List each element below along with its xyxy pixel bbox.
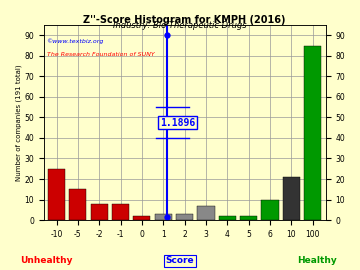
Bar [155, 214, 172, 220]
Text: Industry: Bio Therapeutic Drugs: Industry: Bio Therapeutic Drugs [113, 21, 247, 30]
Text: The Research Foundation of SUNY: The Research Foundation of SUNY [46, 52, 154, 57]
Bar [176, 214, 193, 220]
Text: 1.1896: 1.1896 [160, 117, 195, 127]
Text: Score: Score [166, 256, 194, 265]
Bar [261, 200, 279, 220]
Text: ©www.textbiz.org: ©www.textbiz.org [46, 39, 104, 44]
Bar [91, 204, 108, 220]
Bar [197, 206, 215, 220]
Bar [283, 177, 300, 220]
Bar [112, 204, 129, 220]
Bar [240, 216, 257, 220]
Bar [219, 216, 236, 220]
Bar [304, 46, 321, 220]
Title: Z''-Score Histogram for KMPH (2016): Z''-Score Histogram for KMPH (2016) [84, 15, 286, 25]
Bar [48, 169, 65, 220]
Bar [69, 189, 86, 220]
Y-axis label: Number of companies (191 total): Number of companies (191 total) [15, 64, 22, 181]
Bar [134, 216, 150, 220]
Text: Unhealthy: Unhealthy [21, 256, 73, 265]
Text: Healthy: Healthy [297, 256, 337, 265]
